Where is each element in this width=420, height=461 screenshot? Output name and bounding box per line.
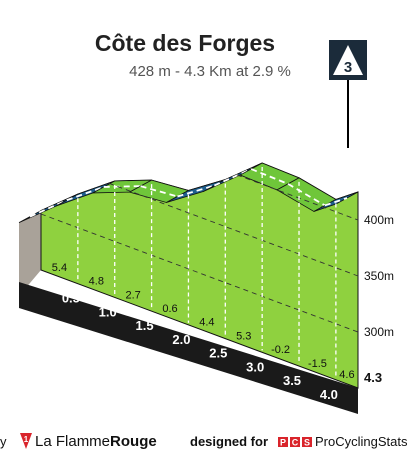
- segment-gradient-label-4: 0.6: [162, 303, 177, 315]
- segment-gradient-label-3: 2.7: [126, 289, 141, 301]
- distance-tick-label-8: 4.0: [320, 387, 338, 402]
- altitude-tick-label-3: 300m: [364, 325, 394, 339]
- segment-centerline-1: [29, 199, 68, 218]
- segment-gradient-label-9: 4.6: [339, 369, 354, 381]
- segment-centerline-6: [213, 168, 252, 187]
- procyclingstats-logo-icon: P C S: [278, 437, 312, 447]
- category-number: 3: [344, 59, 352, 76]
- segment-centerline-7: [250, 168, 289, 185]
- chart-subtitle: 428 m - 4.3 Km at 2.9 %: [129, 63, 291, 80]
- segment-gradient-label-8: -1.5: [308, 358, 327, 370]
- distance-tick-label-4: 2.0: [172, 332, 190, 347]
- distance-tick-label-1: 0.5: [62, 291, 80, 306]
- distance-tick-label-6: 3.0: [246, 359, 264, 374]
- climb-profile-chart: 3 400m350m300m0.51.01.52.02.53.03.54.04.…: [18, 40, 394, 414]
- distance-band: [19, 282, 358, 414]
- altitude-gridline-1: [236, 174, 359, 221]
- segment-centerline-4: [140, 185, 178, 198]
- segment-gradient-label-2: 4.8: [89, 276, 104, 288]
- chart-title: Côte des Forges: [94, 30, 276, 56]
- altitude-tick-label-1: 400m: [364, 213, 394, 227]
- distance-tick-label-5: 2.5: [209, 346, 227, 361]
- segment-centerline-3: [103, 185, 141, 188]
- altitude-gridlines: [40, 174, 359, 333]
- lfr-logo-digit: 1: [24, 435, 29, 444]
- pcs-letter-p: P: [280, 438, 286, 448]
- end-distance-label: 4.3: [364, 370, 382, 385]
- distance-tick-label-3: 1.5: [136, 318, 154, 333]
- labels: 400m 350m 300m 0.5 1.0 1.5 2.0 2.5 3.0 3.5 4.0 4.3 5…: [52, 213, 394, 402]
- altitude-tick-label-2: 350m: [364, 269, 394, 283]
- lafammerouge-logo-icon: 1: [20, 433, 32, 449]
- altitude-gridline-3: [40, 213, 359, 333]
- pcs-letter-c: C: [292, 438, 299, 448]
- segment-gradient-label-5: 4.4: [199, 317, 214, 329]
- distance-tick-label-2: 1.0: [99, 304, 117, 319]
- profile-surface: [18, 162, 359, 224]
- lfr-name-regular: La Flamme: [35, 433, 111, 450]
- pcs-letter-s: S: [304, 438, 310, 448]
- climb-category-marker: 3: [329, 40, 367, 148]
- lfr-name-bold: Rouge: [110, 433, 157, 450]
- segment-centerline-9: [324, 197, 348, 207]
- segment-centerline-2: [66, 186, 105, 201]
- segment-centerline-5: [177, 184, 215, 198]
- segment-gradient-label-7: -0.2: [271, 344, 290, 356]
- profile-base: [19, 162, 359, 414]
- footer: y 1 La FlammeRouge designed for P C S Pr…: [0, 433, 420, 456]
- designed-for-label: designed for: [190, 434, 269, 449]
- procyclingstats-link[interactable]: ProCyclingStats: [315, 434, 408, 449]
- category-mountain-icon: [333, 45, 363, 75]
- distance-markers: [77, 167, 337, 378]
- distance-tick-label-7: 3.5: [283, 373, 301, 388]
- profile-side-face: [19, 210, 41, 296]
- credit-prefix: y: [0, 434, 7, 449]
- lafammerouge-link[interactable]: 1 La FlammeRouge: [20, 433, 157, 450]
- segment-gradient-label-1: 5.4: [52, 262, 67, 274]
- segment-gradient-label-6: 5.3: [236, 330, 251, 342]
- segment-centerline-8: [287, 183, 326, 207]
